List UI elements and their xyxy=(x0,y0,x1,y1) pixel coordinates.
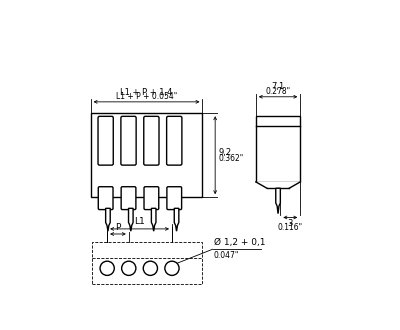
Text: 7,1: 7,1 xyxy=(272,82,285,91)
Text: 0.047": 0.047" xyxy=(214,250,239,259)
Circle shape xyxy=(143,261,158,276)
FancyBboxPatch shape xyxy=(98,116,113,165)
Text: P: P xyxy=(115,223,121,232)
Polygon shape xyxy=(106,208,110,231)
FancyBboxPatch shape xyxy=(121,116,136,165)
FancyBboxPatch shape xyxy=(121,187,136,210)
FancyBboxPatch shape xyxy=(98,187,113,210)
Text: 9,2: 9,2 xyxy=(218,148,231,157)
Bar xyxy=(92,242,202,283)
Polygon shape xyxy=(151,208,156,231)
Polygon shape xyxy=(276,188,280,214)
FancyBboxPatch shape xyxy=(167,187,182,210)
Circle shape xyxy=(100,261,114,276)
Polygon shape xyxy=(256,182,300,188)
Text: Ø 1,2 + 0,1: Ø 1,2 + 0,1 xyxy=(214,238,265,247)
FancyBboxPatch shape xyxy=(167,116,182,165)
Text: 0.362": 0.362" xyxy=(218,154,244,163)
Polygon shape xyxy=(128,208,133,231)
Text: L1 + P + 1,4: L1 + P + 1,4 xyxy=(120,87,173,96)
Text: 0.278": 0.278" xyxy=(266,87,291,96)
FancyBboxPatch shape xyxy=(144,187,159,210)
Text: L1 + P + 0.054": L1 + P + 0.054" xyxy=(116,92,177,101)
FancyBboxPatch shape xyxy=(144,116,159,165)
Polygon shape xyxy=(174,208,179,231)
Circle shape xyxy=(122,261,136,276)
Circle shape xyxy=(165,261,179,276)
Text: 0.116": 0.116" xyxy=(278,222,303,232)
Bar xyxy=(91,113,202,197)
Bar xyxy=(256,116,300,182)
Text: L1: L1 xyxy=(134,217,145,226)
Text: 3: 3 xyxy=(288,219,293,228)
